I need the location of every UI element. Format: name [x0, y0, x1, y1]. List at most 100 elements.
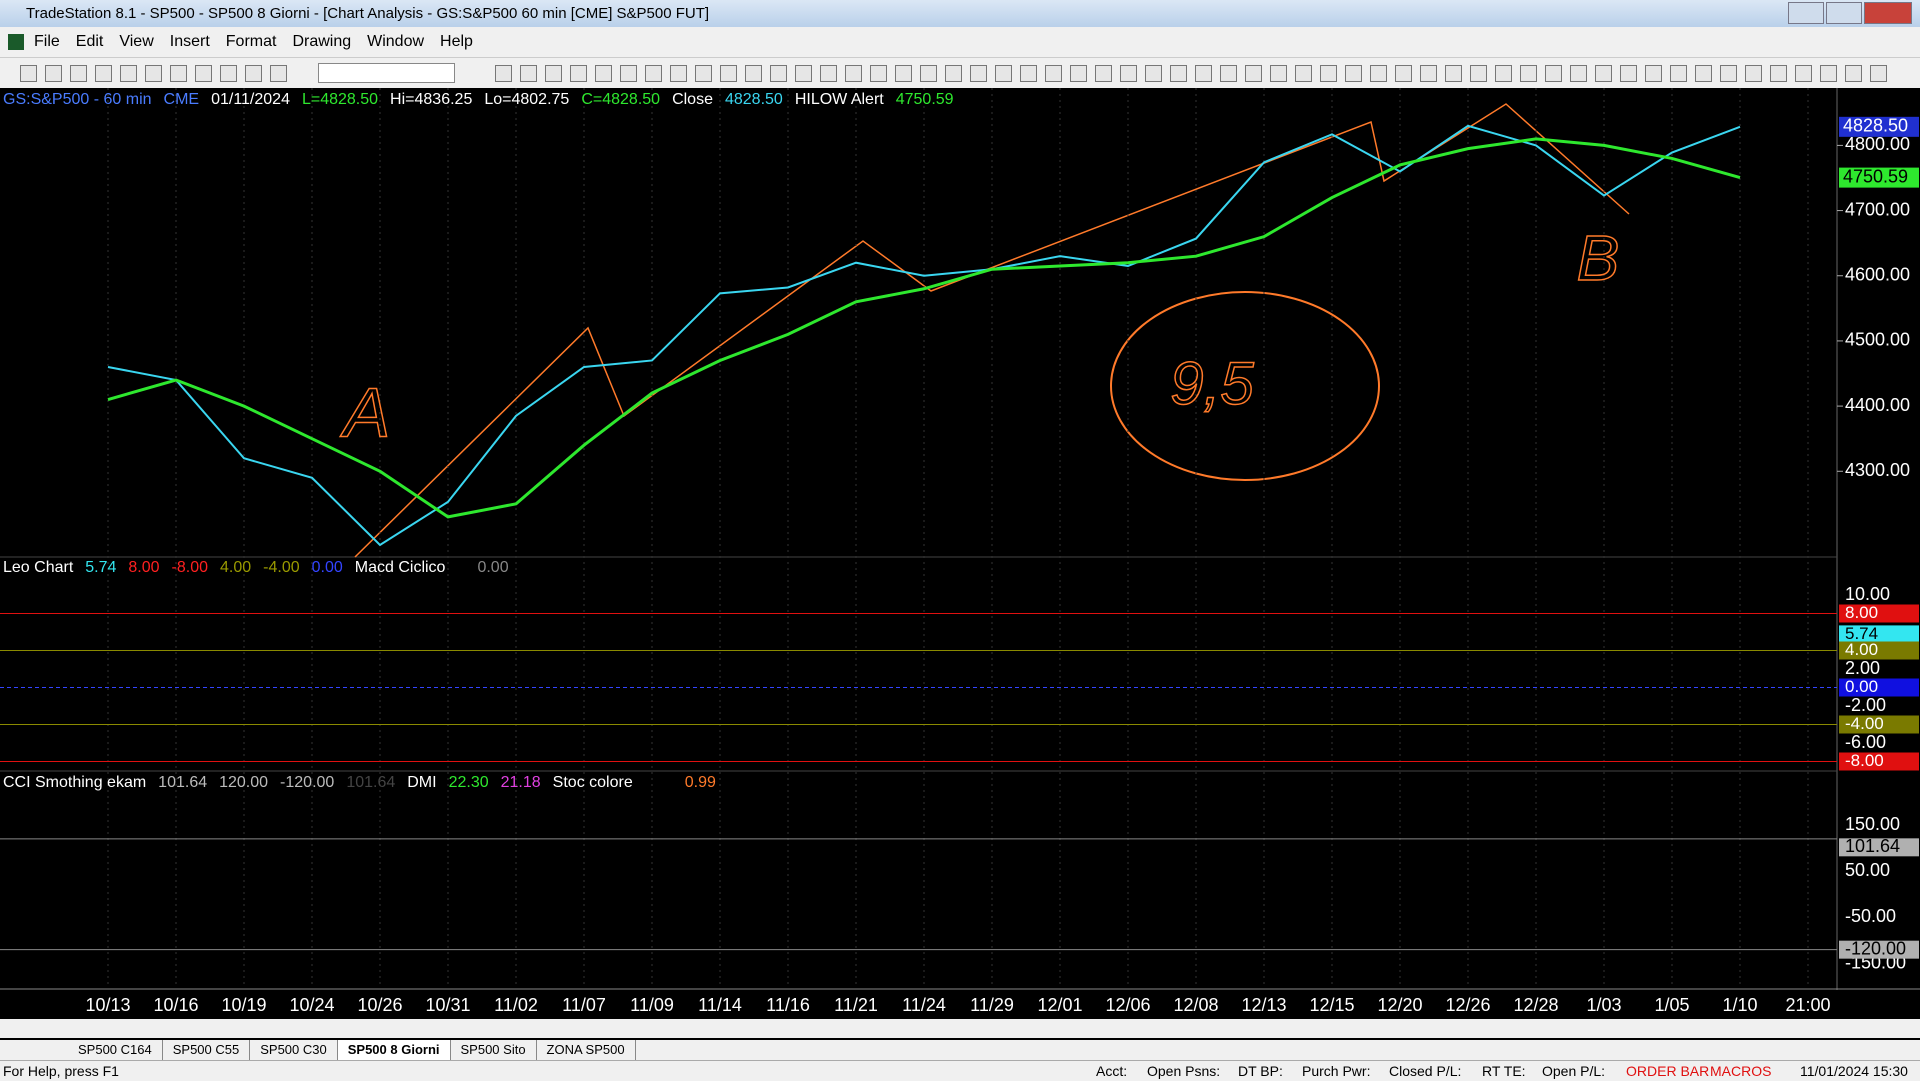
menu-item[interactable]: Help: [440, 33, 473, 50]
toolbar-button[interactable]: [1445, 65, 1462, 82]
x-tick-label: 12/06: [1105, 995, 1150, 1015]
macros[interactable]: MACROS: [1710, 1063, 1772, 1079]
toolbar-button[interactable]: [1120, 65, 1137, 82]
scrollbar[interactable]: [0, 1019, 1920, 1038]
symbol-combo[interactable]: [318, 63, 455, 83]
toolbar-button[interactable]: [1620, 65, 1637, 82]
toolbar-button[interactable]: [920, 65, 937, 82]
toolbar-button[interactable]: [1745, 65, 1762, 82]
toolbar-button[interactable]: [1145, 65, 1162, 82]
maximize-button[interactable]: [1826, 2, 1862, 24]
toolbar-button[interactable]: [895, 65, 912, 82]
toolbar-button[interactable]: [845, 65, 862, 82]
toolbar-button[interactable]: [870, 65, 887, 82]
toolbar-button[interactable]: [670, 65, 687, 82]
sheet-tab[interactable]: SP500 C30: [250, 1040, 338, 1060]
menu-item[interactable]: Edit: [75, 33, 104, 50]
toolbar-button[interactable]: [1795, 65, 1812, 82]
toolbar-button[interactable]: [620, 65, 637, 82]
toolbar-button[interactable]: [70, 65, 87, 82]
toolbar-button[interactable]: [1545, 65, 1562, 82]
toolbar-button[interactable]: [270, 65, 287, 82]
toolbar-button[interactable]: [520, 65, 537, 82]
close: C=4828.50: [581, 91, 661, 108]
toolbar-button[interactable]: [1020, 65, 1037, 82]
sheet-tab[interactable]: ZONA SP500: [537, 1040, 636, 1060]
sheet-tab[interactable]: SP500 C55: [163, 1040, 251, 1060]
toolbar-button[interactable]: [770, 65, 787, 82]
toolbar-button[interactable]: [945, 65, 962, 82]
x-tick-label: 10/16: [153, 995, 198, 1015]
toolbar-button[interactable]: [720, 65, 737, 82]
toolbar-button[interactable]: [1270, 65, 1287, 82]
toolbar-button[interactable]: [1170, 65, 1187, 82]
toolbar-button[interactable]: [995, 65, 1012, 82]
toolbar-button[interactable]: [170, 65, 187, 82]
help-text: For Help, press F1: [3, 1063, 119, 1079]
toolbar-button[interactable]: [1495, 65, 1512, 82]
indicator-value: 21.18: [500, 774, 541, 791]
toolbar-button[interactable]: [1320, 65, 1337, 82]
toolbar-button[interactable]: [570, 65, 587, 82]
sheet-tab[interactable]: SP500 C164: [68, 1040, 163, 1060]
toolbar-button[interactable]: [1570, 65, 1587, 82]
toolbar-button[interactable]: [1645, 65, 1662, 82]
minimize-button[interactable]: [1788, 2, 1824, 24]
toolbar-button[interactable]: [1070, 65, 1087, 82]
toolbar-button[interactable]: [195, 65, 212, 82]
toolbar-button[interactable]: [595, 65, 612, 82]
toolbar-button[interactable]: [1195, 65, 1212, 82]
menu-item[interactable]: File: [34, 33, 60, 50]
toolbar-button[interactable]: [1370, 65, 1387, 82]
toolbar-button[interactable]: [1095, 65, 1112, 82]
menu-item[interactable]: Format: [225, 33, 277, 50]
toolbar-button[interactable]: [245, 65, 262, 82]
y-tick-label: 4300.00: [1845, 460, 1910, 480]
toolbar-button[interactable]: [1695, 65, 1712, 82]
toolbar-button[interactable]: [495, 65, 512, 82]
toolbar-button[interactable]: [1345, 65, 1362, 82]
menu-item[interactable]: Insert: [169, 33, 210, 50]
toolbar-button[interactable]: [120, 65, 137, 82]
toolbar-button[interactable]: [1520, 65, 1537, 82]
toolbar-button[interactable]: [545, 65, 562, 82]
toolbar-button[interactable]: [1595, 65, 1612, 82]
sheet-tab[interactable]: SP500 8 Giorni: [337, 1040, 451, 1060]
toolbar-button[interactable]: [695, 65, 712, 82]
toolbar-button[interactable]: [1220, 65, 1237, 82]
toolbar-button[interactable]: [820, 65, 837, 82]
level-box: [1839, 678, 1919, 697]
chart: 10/13 10/16 10/19 10/24 10/26 10/31 11/02 11/07…: [0, 88, 1920, 1040]
menu-item[interactable]: Drawing: [292, 33, 352, 50]
toolbar-button[interactable]: [220, 65, 237, 82]
toolbar-button[interactable]: [645, 65, 662, 82]
menu-item[interactable]: View: [119, 33, 154, 50]
indicator-value: 22.30: [448, 774, 489, 791]
toolbar-button[interactable]: [1770, 65, 1787, 82]
toolbar-button[interactable]: [45, 65, 62, 82]
toolbar-button[interactable]: [1295, 65, 1312, 82]
toolbar-button[interactable]: [1470, 65, 1487, 82]
indicator-value: 8.00: [128, 559, 160, 576]
toolbar-button[interactable]: [20, 65, 37, 82]
toolbar-button[interactable]: [1670, 65, 1687, 82]
toolbar-button[interactable]: [1720, 65, 1737, 82]
toolbar-button[interactable]: [1870, 65, 1887, 82]
sheet-tab[interactable]: SP500 Sito: [451, 1040, 537, 1060]
toolbar: [0, 58, 1920, 89]
toolbar-button[interactable]: [1420, 65, 1437, 82]
toolbar-button[interactable]: [145, 65, 162, 82]
toolbar-button[interactable]: [95, 65, 112, 82]
toolbar-button[interactable]: [795, 65, 812, 82]
order-bar[interactable]: ORDER BAR: [1626, 1063, 1710, 1079]
toolbar-button[interactable]: [970, 65, 987, 82]
y-tick-label: 4600.00: [1845, 264, 1910, 284]
close-button[interactable]: [1864, 2, 1912, 24]
toolbar-button[interactable]: [1820, 65, 1837, 82]
menu-item[interactable]: Window: [367, 33, 425, 50]
toolbar-button[interactable]: [1245, 65, 1262, 82]
toolbar-button[interactable]: [745, 65, 762, 82]
toolbar-button[interactable]: [1045, 65, 1062, 82]
toolbar-button[interactable]: [1395, 65, 1412, 82]
toolbar-button[interactable]: [1845, 65, 1862, 82]
